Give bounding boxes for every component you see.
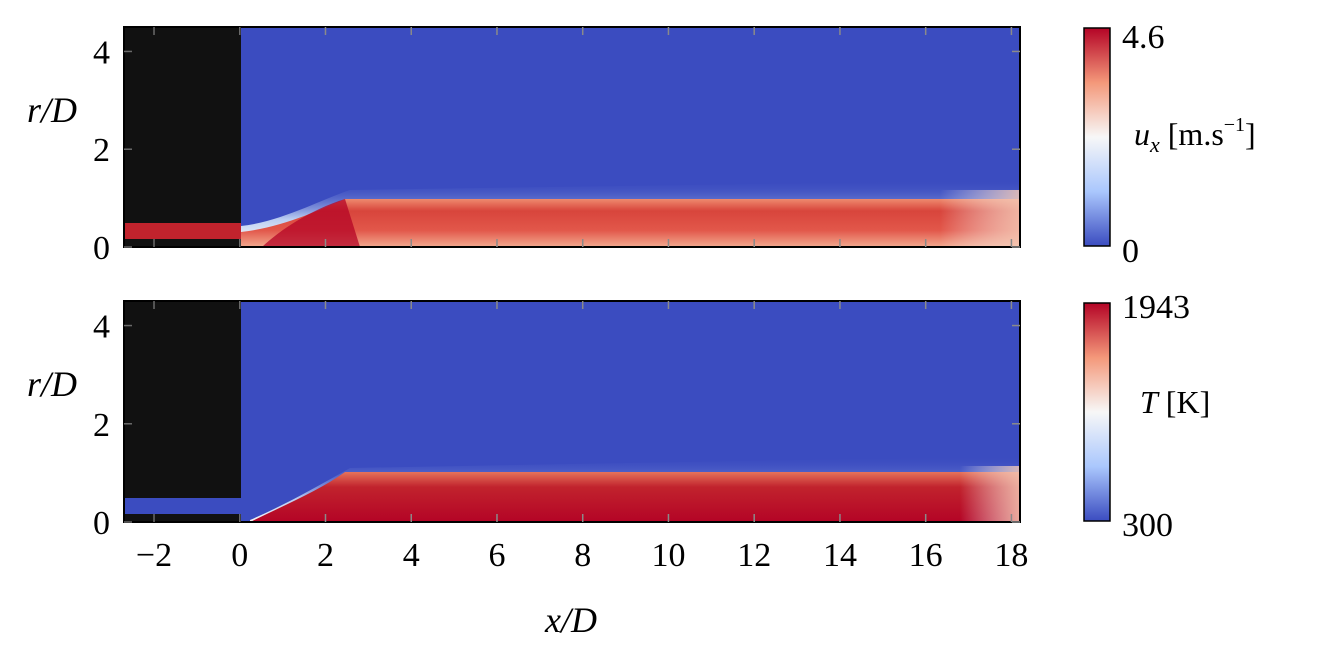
- y-tick-label: 2: [93, 407, 110, 444]
- inlet-jet: [124, 223, 241, 239]
- y-axis-label: r/D: [27, 364, 77, 404]
- colorbar-max: 4.6: [1122, 19, 1165, 56]
- near-field-hot: [262, 199, 360, 247]
- x-tick-label: −2: [136, 537, 172, 574]
- x-tick-label: 0: [231, 537, 248, 574]
- x-tick-label: 6: [488, 537, 505, 574]
- x-tick-label: 16: [909, 537, 943, 574]
- velocity-colorbar: 4.6 0 ux [m.s−1]: [1083, 19, 1256, 270]
- temperature-colorbar: 1943 300 T [K]: [1083, 289, 1210, 544]
- x-axis-label: x/D: [544, 600, 597, 640]
- temperature-panel: 0 2 4 −2 0 2 4 6 8 10 12 14 16 18 r/D x/D: [27, 300, 1029, 640]
- outlet-fade: [940, 190, 1020, 247]
- ticks: [124, 27, 1020, 248]
- y-axis-label: r/D: [27, 90, 77, 130]
- colorbar-gradient: [1083, 302, 1111, 522]
- colorbar-label: ux [m.s−1]: [1134, 114, 1256, 157]
- x-tick-label: 2: [317, 537, 334, 574]
- inlet-cold-jet: [124, 498, 241, 514]
- y-tick-label: 2: [93, 132, 110, 169]
- y-tick-labels: 0 2 4: [93, 309, 110, 542]
- flame-region: [250, 472, 1020, 522]
- ticks: [124, 301, 1020, 523]
- y-tick-label: 0: [93, 505, 110, 542]
- velocity-panel: 0 2 4 r/D: [27, 26, 1021, 267]
- y-tick-labels: 0 2 4: [93, 34, 110, 267]
- y-tick-label: 4: [93, 309, 110, 346]
- nozzle-wall: [124, 301, 241, 498]
- colorbar-gradient: [1083, 27, 1111, 247]
- axes-frame: [123, 26, 1021, 248]
- x-tick-label: 12: [737, 537, 771, 574]
- y-tick-label: 0: [93, 230, 110, 267]
- jet-core: [241, 199, 1020, 247]
- y-tick-label: 4: [93, 34, 110, 71]
- inlet-lower: [124, 514, 241, 522]
- inlet-lower: [124, 239, 241, 247]
- x-tick-labels: −2 0 2 4 6 8 10 12 14 16 18: [136, 537, 1029, 574]
- colorbar-label: T [K]: [1140, 384, 1210, 420]
- x-tick-label: 8: [574, 537, 591, 574]
- colorbar-max: 1943: [1122, 289, 1190, 326]
- x-tick-label: 4: [403, 537, 420, 574]
- x-tick-label: 14: [823, 537, 857, 574]
- colorbar-min: 300: [1122, 507, 1173, 544]
- x-tick-label: 18: [994, 537, 1028, 574]
- x-tick-label: 10: [651, 537, 685, 574]
- colorbar-min: 0: [1122, 233, 1139, 270]
- axes-frame: [123, 300, 1021, 523]
- nozzle-wall: [124, 27, 241, 223]
- outlet-fade: [960, 466, 1020, 522]
